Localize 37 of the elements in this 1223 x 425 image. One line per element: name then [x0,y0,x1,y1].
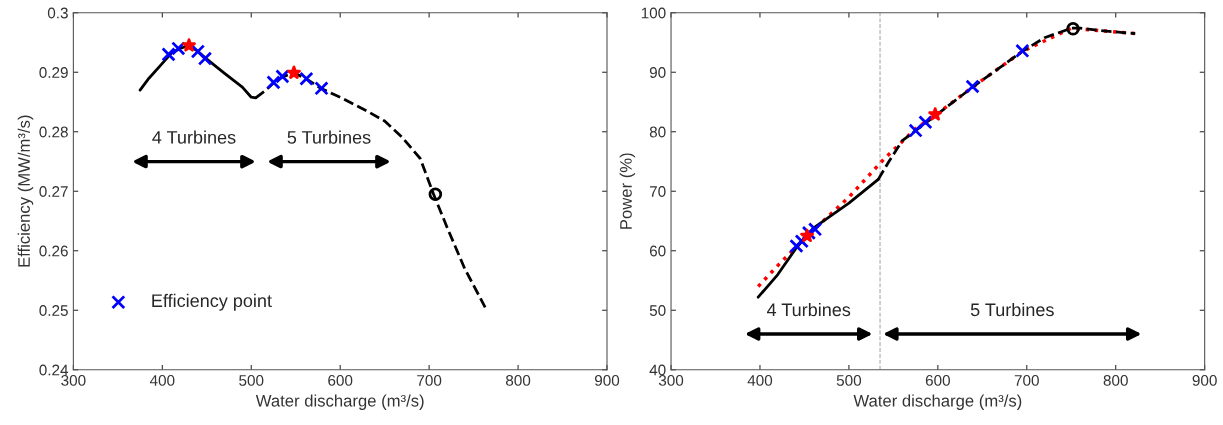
y-tick-label: 80 [649,126,666,138]
x-tick-label: 800 [1103,375,1128,386]
y-tick-label: 0.29 [39,67,68,78]
y-axis-title: Efficiency (MW/m³/s) [17,115,34,267]
y-tick-label: 70 [649,186,666,197]
x-tick-label: 300 [61,375,86,386]
y-tick-label: 40 [649,364,666,376]
y-tick-label: 90 [649,67,666,78]
annotation: 5 Turbines [970,302,1054,317]
x-tick-label: 500 [836,375,862,386]
y-tick-label: 0.25 [39,305,68,316]
y-axis-title: Power (%) [619,153,636,229]
x-tick-label: 700 [1014,375,1039,386]
x-axis-title: Water discharge (m³/s) [255,394,424,410]
x-tick-label: 500 [239,375,264,386]
x-tick-label: 700 [417,375,442,386]
y-tick-label: 0.27 [39,186,68,197]
annotation: 4 Turbines [152,130,236,144]
y-tick-label: 0.24 [39,364,69,376]
y-tick-label: 60 [649,245,666,257]
annotation: 5 Turbines [287,130,371,144]
x-tick-label: 400 [747,375,773,386]
x-tick-label: 900 [1192,375,1217,386]
x-tick-label: 900 [594,375,620,386]
x-tick-label: 600 [925,375,950,386]
y-tick-label: 0.26 [39,245,68,257]
y-tick-label: 50 [649,305,666,316]
x-tick-label: 800 [505,375,531,386]
x-tick-label: 600 [328,375,353,386]
x-tick-label: 400 [149,375,175,386]
annotation: 4 Turbines [766,302,851,317]
y-tick-label: 100 [641,7,666,19]
y-tick-label: 0.3 [47,7,68,19]
x-axis-title: Water discharge (m³/s) [853,394,1022,410]
legend-label: Efficiency point [152,293,272,311]
x-tick-label: 300 [658,375,684,386]
y-tick-label: 0.28 [39,126,68,138]
